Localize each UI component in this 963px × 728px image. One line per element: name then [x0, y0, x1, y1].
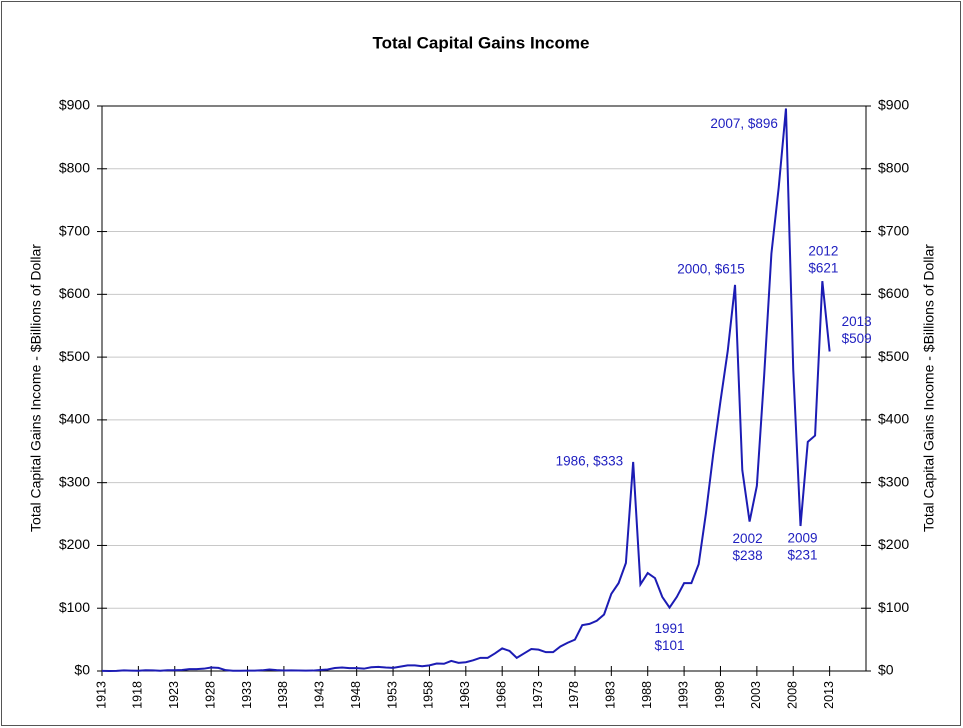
annotation: 2012 $621	[808, 244, 838, 276]
x-tick-label: 1963	[458, 681, 472, 709]
y-axis-label: Total Capital Gains Income - $Billions o…	[28, 244, 44, 532]
y-tick-label: $0	[74, 662, 90, 678]
x-tick-label: 1938	[276, 681, 290, 709]
y-tick-label: $100	[59, 599, 90, 615]
annotation-text: 2012	[808, 244, 838, 259]
x-tick-label: 1968	[494, 681, 508, 709]
y2-tick-label: $200	[878, 536, 909, 552]
y2-tick-label: $800	[878, 159, 909, 175]
y2-tick-label: $900	[878, 97, 909, 113]
y2-tick-label: $300	[878, 473, 909, 489]
annotation: 1991 $101	[655, 621, 685, 653]
annotation-text: $621	[808, 261, 838, 276]
y2-axis-label: Total Capital Gains Income - $Billions o…	[921, 244, 937, 532]
x-tick-label: 1943	[313, 681, 327, 709]
annotation: 2000, $615	[677, 261, 745, 276]
annotation-text: 2007, $896	[710, 116, 778, 131]
x-tick-label: 1993	[676, 681, 690, 709]
annotation-text: 2013	[842, 314, 872, 329]
chart-title: Total Capital Gains Income	[373, 33, 590, 52]
annotation: 2007, $896	[710, 116, 778, 131]
y-tick-label: $400	[59, 411, 90, 427]
y2-tick-label: $0	[878, 662, 894, 678]
plot-area	[101, 105, 867, 672]
x-tick-label: 1978	[567, 681, 581, 709]
annotation-text: 1986, $333	[556, 454, 624, 469]
x-tick-label: 1988	[640, 681, 654, 709]
annotation-text: $509	[842, 331, 872, 346]
x-tick-label: 2008	[786, 681, 800, 709]
x-tick-label: 1973	[531, 681, 545, 709]
y2-tick-label: $500	[878, 348, 909, 364]
annotation-text: $238	[733, 548, 763, 563]
annotation: 2013 $509	[842, 314, 872, 346]
annotation-text: $231	[787, 548, 817, 563]
x-tick-label: 1933	[240, 681, 254, 709]
y-tick-label: $500	[59, 348, 90, 364]
y2-tick-label: $700	[878, 222, 909, 238]
x-tick-label: 1913	[94, 681, 108, 709]
x-tick-label: 1958	[422, 681, 436, 709]
annotation: 2009 $231	[787, 531, 817, 563]
x-tick-label: 1923	[167, 681, 181, 709]
x-tick-label: 1998	[713, 681, 727, 709]
x-tick-label: 1928	[203, 681, 217, 709]
x-tick-label: 1918	[131, 681, 145, 709]
annotation-text: $101	[655, 638, 685, 653]
y-tick-label: $200	[59, 536, 90, 552]
y2-tick-label: $600	[878, 285, 909, 301]
y2-tick-label: $400	[878, 411, 909, 427]
y-tick-label: $600	[59, 285, 90, 301]
x-tick-label: 1953	[385, 681, 399, 709]
y-tick-label: $800	[59, 159, 90, 175]
x-tick-label: 1948	[349, 681, 363, 709]
annotation-text: 2009	[787, 531, 817, 546]
data-line	[101, 108, 831, 672]
annotation-text: 1991	[655, 621, 685, 636]
y-tick-label: $300	[59, 473, 90, 489]
x-tick-label: 2003	[749, 681, 763, 709]
y-tick-label: $700	[59, 222, 90, 238]
y-tick-label: $900	[59, 97, 90, 113]
annotation: 1986, $333	[556, 454, 624, 469]
x-tick-label: 1983	[604, 681, 618, 709]
annotation: 2002 $238	[733, 531, 763, 563]
annotation-text: 2002	[733, 531, 763, 546]
annotation-text: 2000, $615	[677, 261, 745, 276]
x-tick-label: 2013	[822, 681, 836, 709]
y2-tick-label: $100	[878, 599, 909, 615]
